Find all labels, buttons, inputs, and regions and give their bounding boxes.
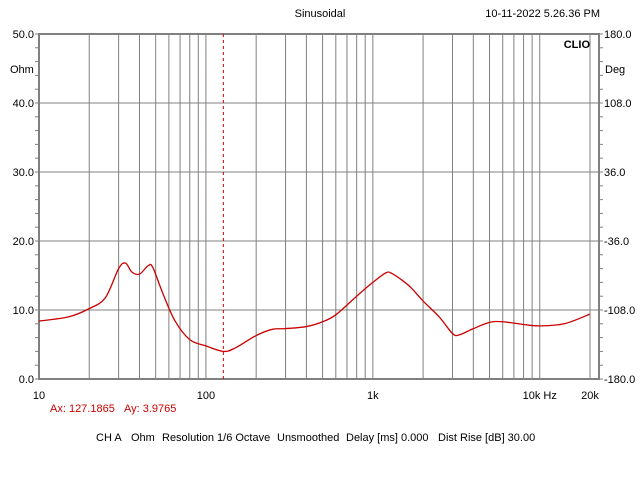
impedance-curve [38,262,591,353]
x-tick-label: 20k [581,390,599,402]
plot-frame [38,33,600,380]
y2-tick-label: -108.0 [604,305,635,317]
footer-unit: Ohm [131,432,155,444]
y2-tick-label: 108.0 [604,98,632,110]
y-tick-label: 30.0 [13,167,34,179]
y2-axis-label: Deg [605,64,625,76]
y-tick-label: 10.0 [13,305,34,317]
x-tick-label: 10k Hz [523,390,557,402]
x-tick-label: 10 [33,390,45,402]
y2-tick-label: -36.0 [604,236,629,248]
y-tick-label: 50.0 [13,29,34,41]
clio-logo: CLIO [564,39,591,51]
footer-smoothing: Unsmoothed [277,432,339,444]
y-tick-label: 0.0 [19,374,34,386]
x-tick-label: 1k [367,390,379,402]
y2-tick-label: -180.0 [604,374,635,386]
y2-tick-label: 36.0 [604,167,625,179]
y-tick-label: 40.0 [13,98,34,110]
footer-channel: CH A [96,432,122,444]
y2-tick-label: 180.0 [604,29,632,41]
footer-status: CH A Ohm Resolution 1/6 Octave Unsmoothe… [96,432,535,444]
timestamp: 10-11-2022 5.26.36 PM [485,8,600,20]
mode-title: Sinusoidal [295,8,346,20]
footer-delay: Delay [ms] 0.000 [346,432,429,444]
footer-resolution: Resolution 1/6 Octave [162,432,270,444]
grid [39,34,599,379]
x-tick-label: 100 [197,390,215,402]
y-tick-label: 20.0 [13,236,34,248]
y-axis-label: Ohm [10,64,34,76]
footer-dist-rise: Dist Rise [dB] 30.00 [438,432,535,444]
cursor-ay-readout: Ay: 3.9765 [124,403,176,415]
cursor-ax-readout: Ax: 127.1865 [50,403,115,415]
